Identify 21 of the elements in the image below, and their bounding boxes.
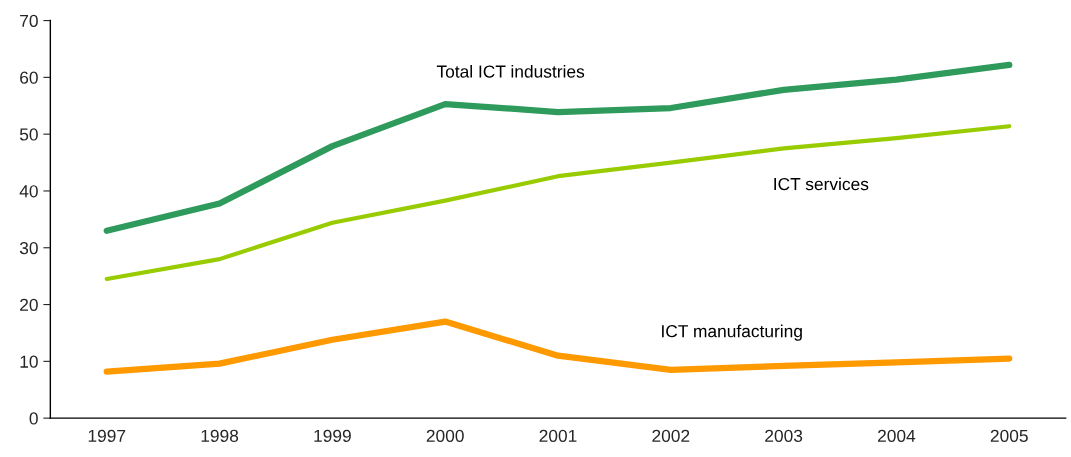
x-tick-label: 2005 (990, 429, 1028, 443)
y-tick-label: 0 (29, 412, 38, 425)
x-tick-label: 2002 (652, 429, 690, 443)
y-tick-label: 10 (20, 355, 38, 368)
x-tick-label: 2000 (426, 429, 464, 443)
y-tick-label: 50 (19, 128, 38, 141)
x-tick-label: 2003 (765, 429, 803, 443)
series-label: ICT services (774, 177, 869, 191)
y-tick-label: 20 (20, 298, 38, 312)
x-tick-label: 2001 (539, 429, 577, 443)
y-tick-label: 40 (19, 185, 38, 198)
series-label: ICT manufacturing (662, 324, 802, 341)
y-tick-label: 60 (20, 71, 38, 84)
series-label: Total ICT industries (436, 64, 585, 78)
line-series (104, 124, 1012, 282)
x-tick-label: 1997 (88, 429, 126, 443)
x-tick-label: 2004 (877, 429, 916, 443)
x-tick-label: 1998 (201, 429, 239, 443)
y-tick-label: 30 (19, 241, 38, 255)
x-tick-label: 1999 (314, 429, 351, 443)
y-tick-label: 70 (20, 14, 38, 28)
